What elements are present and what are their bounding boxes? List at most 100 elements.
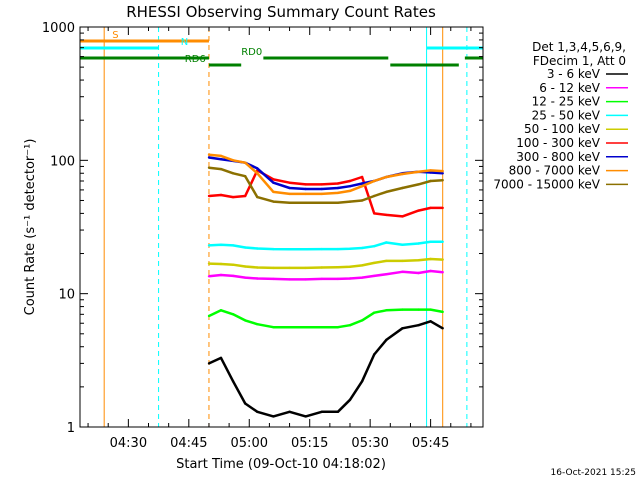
series-point-800-7000-kev-12 bbox=[373, 179, 376, 183]
series-point-50-100-kev-15 bbox=[417, 259, 420, 262]
series-point-300-800-kev-1 bbox=[219, 158, 223, 161]
series-point-100-300-kev-10 bbox=[348, 179, 352, 183]
series-point-100-300-kev-16 bbox=[429, 206, 432, 210]
series-point-12-25-kev-15 bbox=[417, 308, 420, 311]
series-point-7000-15000-kev-13 bbox=[385, 190, 388, 194]
series-point-7000-15000-kev-8 bbox=[320, 201, 323, 204]
series-point-25-50-kev-2 bbox=[231, 244, 235, 247]
series-point-300-800-kev-11 bbox=[360, 182, 364, 185]
series-point-100-300-kev-9 bbox=[336, 182, 340, 185]
series-point-3-6-kev-10 bbox=[348, 398, 352, 401]
series-point-7000-15000-kev-6 bbox=[288, 201, 291, 204]
series-point-6-12-kev-8 bbox=[320, 277, 323, 281]
series-point-800-7000-kev-11 bbox=[360, 185, 364, 188]
series-point-3-6-kev-8 bbox=[320, 410, 323, 413]
series-point-6-12-kev-1 bbox=[219, 273, 223, 277]
series-point-3-6-kev-5 bbox=[272, 415, 275, 418]
series-point-25-50-kev-6 bbox=[288, 248, 291, 251]
series-point-50-100-kev-14 bbox=[401, 259, 404, 263]
series-point-12-25-kev-5 bbox=[272, 326, 275, 329]
series-point-25-50-kev-12 bbox=[373, 245, 376, 248]
series-point-6-12-kev-10 bbox=[348, 277, 352, 280]
series-point-7000-15000-kev-3 bbox=[244, 175, 247, 178]
series-point-300-800-kev-4 bbox=[256, 167, 259, 170]
series-point-100-300-kev-1 bbox=[219, 193, 223, 197]
x-tick-label-05-30: 05:30 bbox=[351, 436, 388, 451]
series-point-25-50-kev-16 bbox=[429, 240, 432, 243]
y-tick-label-1: 1 bbox=[67, 421, 75, 436]
series-point-3-6-kev-15 bbox=[417, 324, 420, 327]
series-point-100-300-kev-5 bbox=[272, 178, 275, 181]
series-point-7000-15000-kev-2 bbox=[231, 172, 235, 175]
series-point-12-25-kev-13 bbox=[385, 309, 388, 312]
y-tick-label-10: 10 bbox=[58, 288, 75, 303]
state-bar-label-rd0: RD0 bbox=[241, 47, 262, 58]
series-point-50-100-kev-2 bbox=[231, 263, 235, 266]
series-point-7000-15000-kev-17 bbox=[441, 179, 444, 182]
plot-frame bbox=[79, 26, 484, 428]
legend-header-line-1: Det 1,3,4,5,6,9, bbox=[532, 40, 626, 54]
series-point-300-800-kev-17 bbox=[441, 172, 444, 175]
series-point-800-7000-kev-5 bbox=[272, 190, 275, 194]
series-point-3-6-kev-12 bbox=[373, 353, 376, 356]
series-point-7000-15000-kev-4 bbox=[256, 195, 259, 199]
series-point-100-300-kev-14 bbox=[401, 215, 404, 218]
series-point-6-12-kev-12 bbox=[373, 274, 376, 278]
series-point-12-25-kev-1 bbox=[219, 309, 223, 312]
series-point-6-12-kev-9 bbox=[336, 277, 340, 281]
series-point-50-100-kev-1 bbox=[219, 262, 223, 266]
x-tick-label-05-45: 05:45 bbox=[412, 436, 449, 451]
series-point-7000-15000-kev-5 bbox=[272, 200, 275, 203]
series-line-6-12-kev bbox=[208, 269, 443, 281]
series-point-6-12-kev-5 bbox=[272, 277, 275, 281]
series-point-12-25-kev-2 bbox=[231, 313, 235, 316]
series-line-100-300-kev bbox=[208, 169, 443, 218]
series-point-800-7000-kev-0 bbox=[207, 153, 211, 156]
series-point-300-800-kev-7 bbox=[304, 187, 307, 191]
series-point-50-100-kev-13 bbox=[385, 259, 388, 263]
series-point-800-7000-kev-2 bbox=[231, 159, 235, 162]
series-point-7000-15000-kev-0 bbox=[207, 166, 211, 169]
series-point-25-50-kev-11 bbox=[360, 246, 364, 250]
series-point-7000-15000-kev-16 bbox=[429, 179, 432, 183]
legend-label-800-7000-kev: 800 - 7000 keV bbox=[509, 164, 601, 178]
series-point-300-800-kev-10 bbox=[348, 185, 352, 188]
series-point-25-50-kev-9 bbox=[336, 247, 340, 251]
series-point-25-50-kev-1 bbox=[219, 243, 223, 246]
series-point-50-100-kev-0 bbox=[207, 262, 211, 265]
series-point-800-7000-kev-10 bbox=[348, 189, 352, 193]
series-point-12-25-kev-17 bbox=[441, 310, 444, 314]
series-point-25-50-kev-8 bbox=[320, 247, 323, 251]
series-point-3-6-kev-17 bbox=[441, 327, 444, 330]
state-bar-label-rd6: RD6 bbox=[185, 54, 206, 65]
series-point-6-12-kev-6 bbox=[288, 278, 291, 281]
series-point-7000-15000-kev-10 bbox=[348, 200, 352, 203]
series-point-100-300-kev-15 bbox=[417, 209, 420, 212]
series-point-300-800-kev-5 bbox=[272, 181, 275, 184]
series-point-12-25-kev-16 bbox=[429, 308, 432, 311]
series-point-12-25-kev-8 bbox=[320, 326, 323, 329]
series-point-300-800-kev-16 bbox=[429, 171, 432, 174]
legend-label-25-50-kev: 25 - 50 keV bbox=[532, 108, 601, 122]
series-point-25-50-kev-0 bbox=[207, 244, 211, 247]
series-point-6-12-kev-4 bbox=[256, 277, 259, 280]
series-point-25-50-kev-17 bbox=[441, 240, 444, 243]
series-line-7000-15000-kev bbox=[208, 166, 443, 205]
series-point-50-100-kev-11 bbox=[360, 264, 364, 267]
series-point-7000-15000-kev-1 bbox=[219, 167, 223, 171]
x-tick-label-05-15: 05:15 bbox=[291, 436, 328, 451]
series-point-12-25-kev-11 bbox=[360, 319, 364, 322]
series-point-800-7000-kev-9 bbox=[336, 191, 340, 195]
series-point-25-50-kev-5 bbox=[272, 247, 275, 251]
series-point-100-300-kev-12 bbox=[373, 212, 376, 215]
series-point-12-25-kev-12 bbox=[373, 311, 376, 314]
series-point-25-50-kev-3 bbox=[244, 246, 247, 249]
y-axis-label: Count Rate (s⁻¹ detector⁻¹) bbox=[23, 139, 38, 316]
series-point-300-800-kev-9 bbox=[336, 186, 340, 190]
legend-header-line-2: FDecim 1, Att 0 bbox=[533, 54, 626, 68]
x-tick-label-04-45: 04:45 bbox=[170, 436, 207, 451]
series-point-100-300-kev-13 bbox=[385, 213, 388, 217]
series-point-300-800-kev-6 bbox=[288, 186, 291, 190]
series-point-50-100-kev-6 bbox=[288, 266, 291, 270]
